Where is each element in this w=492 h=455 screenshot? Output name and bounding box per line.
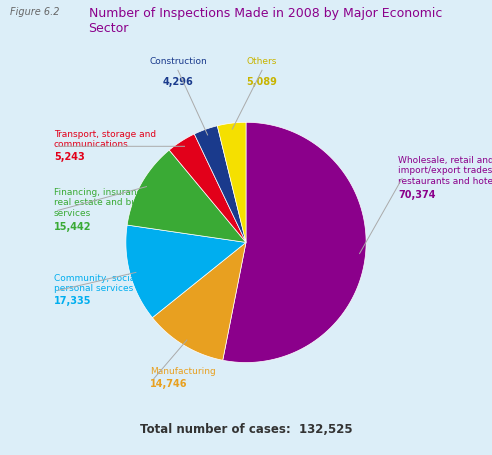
- Text: Community, social and
personal services: Community, social and personal services: [54, 273, 157, 293]
- Text: Figure 6.2: Figure 6.2: [10, 7, 60, 17]
- Text: 70,374: 70,374: [398, 190, 435, 200]
- Polygon shape: [153, 243, 246, 360]
- Text: 14,746: 14,746: [150, 379, 187, 389]
- Polygon shape: [223, 122, 366, 363]
- Text: 15,442: 15,442: [54, 222, 92, 232]
- Text: Transport, storage and
communications: Transport, storage and communications: [54, 130, 156, 149]
- Polygon shape: [169, 134, 246, 243]
- Text: 5,243: 5,243: [54, 152, 85, 162]
- Text: Financing, insurance,
real estate and business
services: Financing, insurance, real estate and bu…: [54, 188, 165, 218]
- Text: Manufacturing: Manufacturing: [150, 367, 215, 376]
- Text: 5,089: 5,089: [246, 77, 277, 87]
- Text: Construction: Construction: [149, 57, 207, 66]
- Polygon shape: [194, 126, 246, 243]
- Polygon shape: [127, 150, 246, 243]
- Text: 4,296: 4,296: [162, 77, 193, 87]
- Text: Number of Inspections Made in 2008 by Major Economic
Sector: Number of Inspections Made in 2008 by Ma…: [89, 7, 442, 35]
- Text: Others: Others: [247, 57, 277, 66]
- Text: 17,335: 17,335: [54, 296, 92, 306]
- Text: Total number of cases:  132,525: Total number of cases: 132,525: [140, 424, 352, 436]
- Polygon shape: [126, 225, 246, 318]
- Polygon shape: [217, 122, 246, 243]
- Text: Wholesale, retail and
import/export trades,
restaurants and hotels: Wholesale, retail and import/export trad…: [398, 156, 492, 186]
